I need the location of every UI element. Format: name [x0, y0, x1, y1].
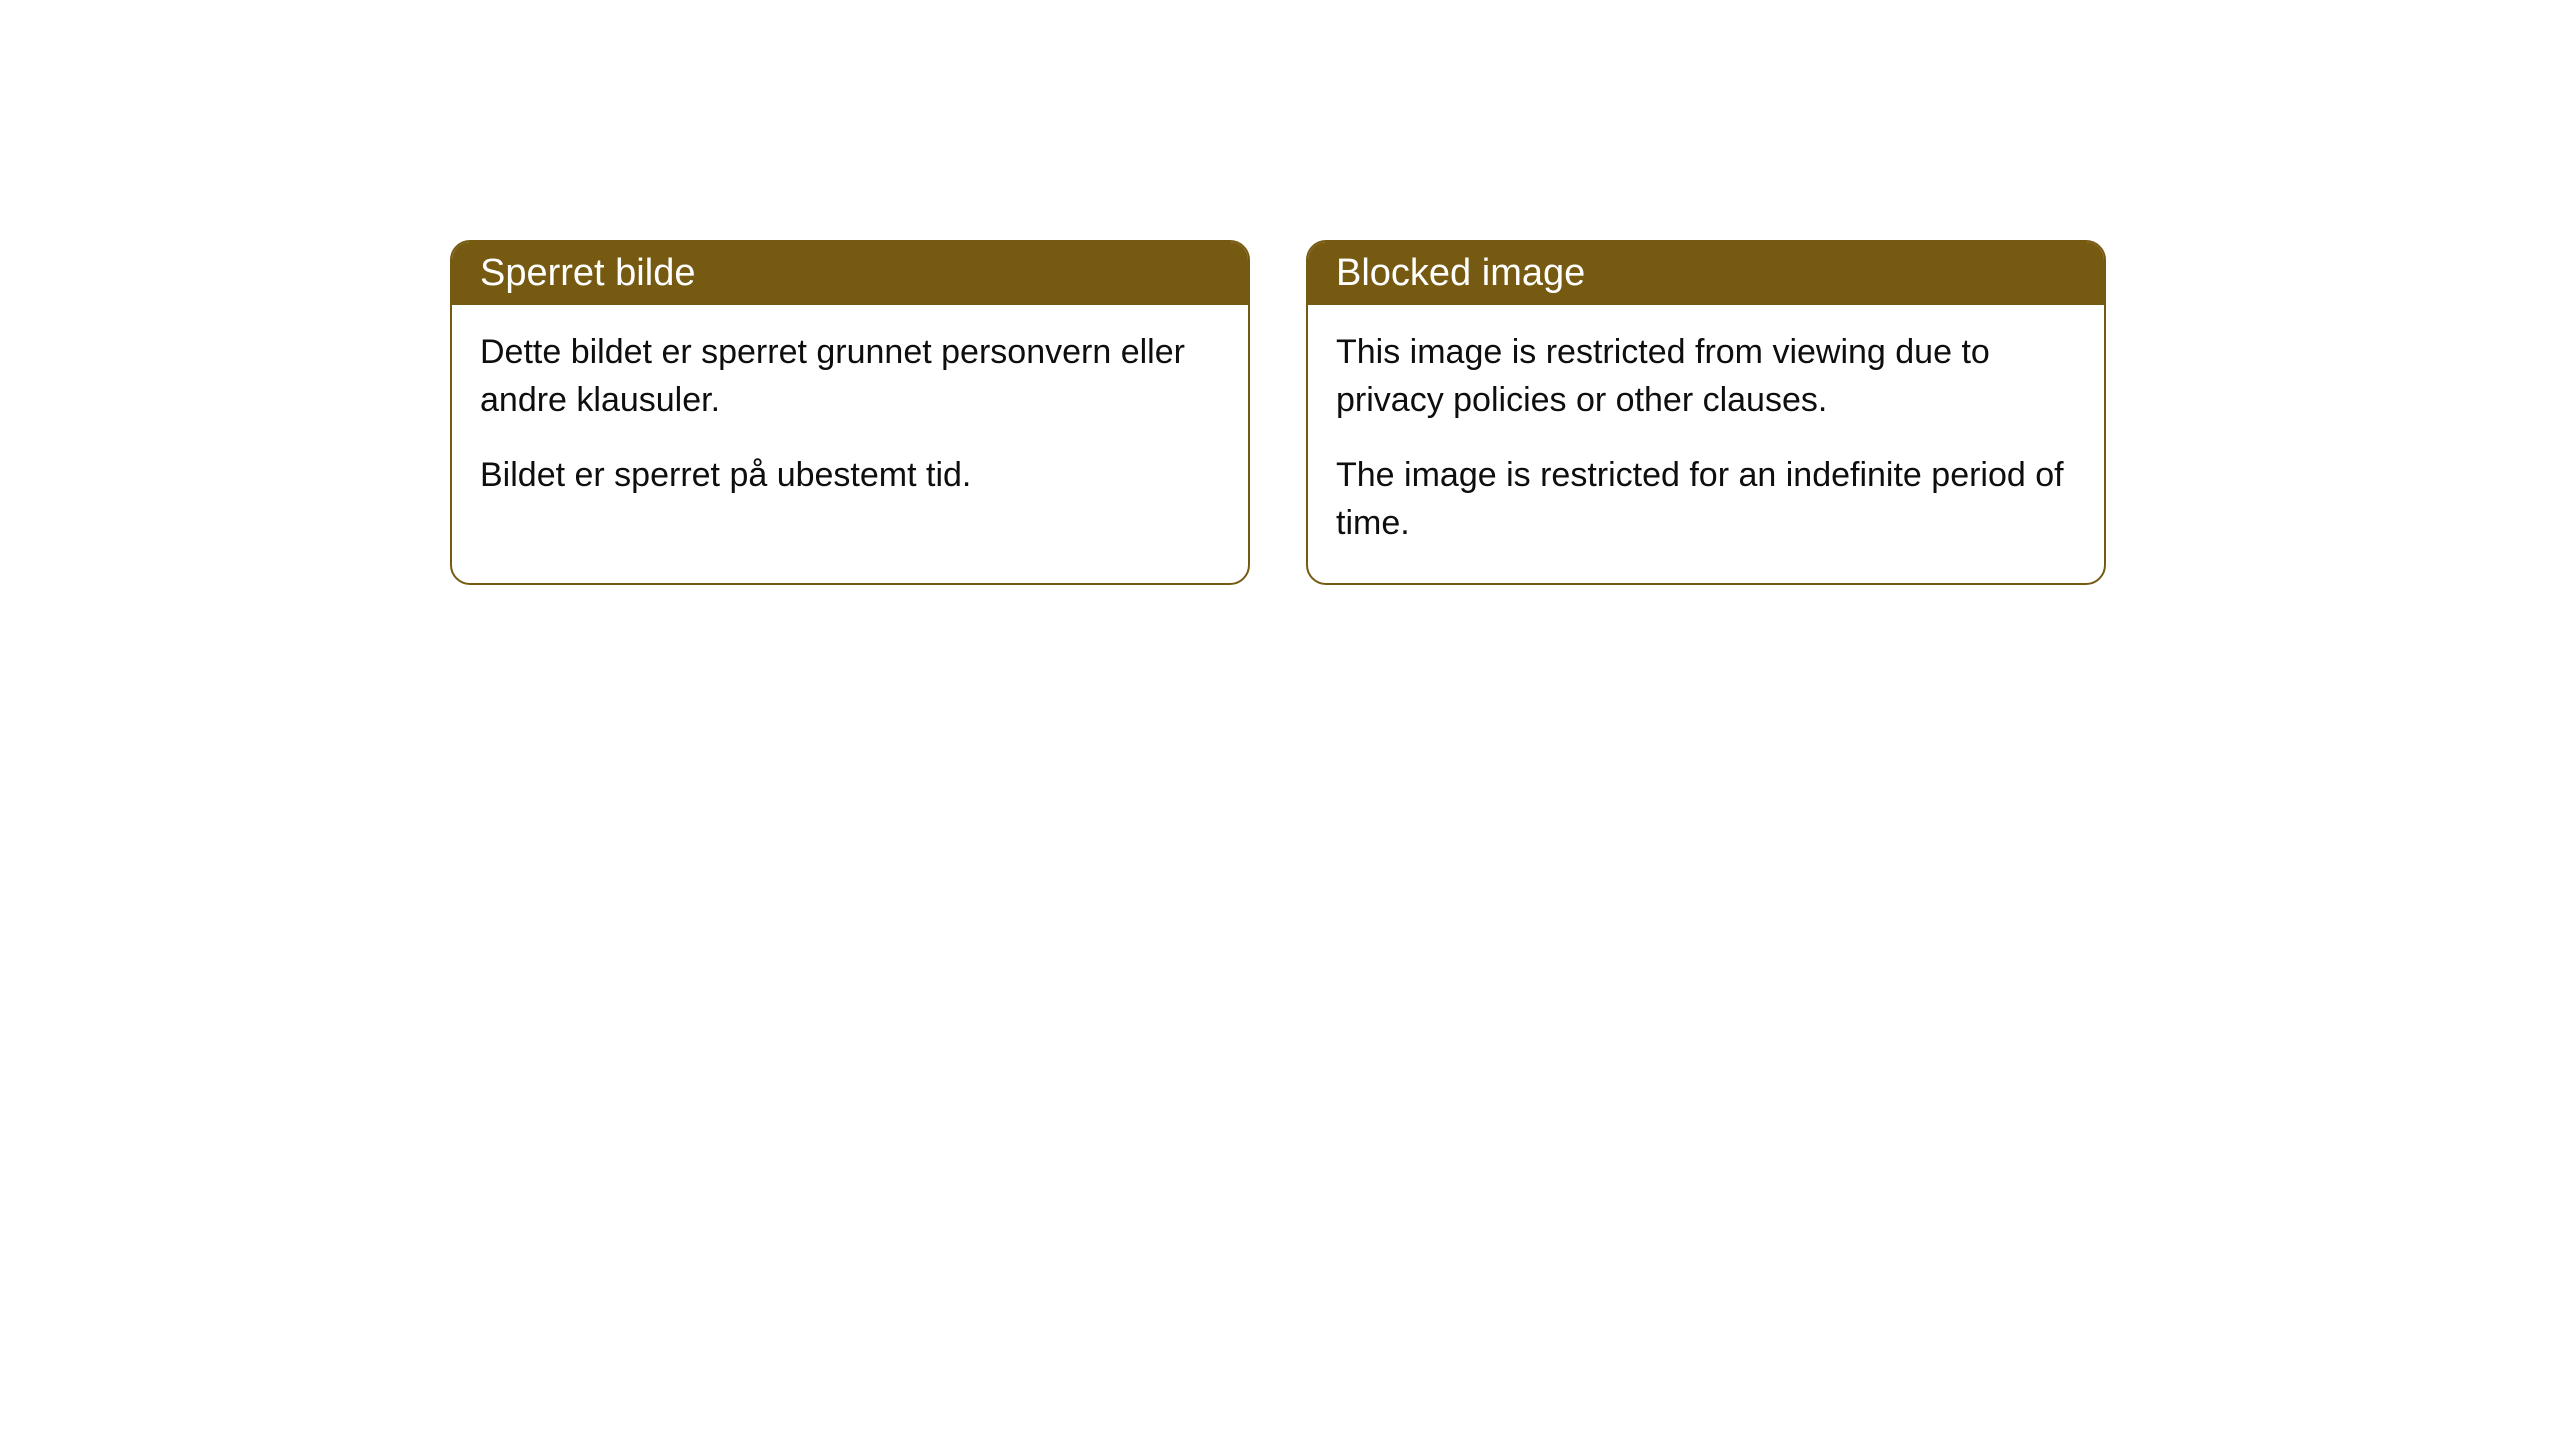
notice-paragraph: Dette bildet er sperret grunnet personve… [480, 329, 1220, 424]
notice-paragraph: Bildet er sperret på ubestemt tid. [480, 452, 1220, 500]
notice-card-norwegian: Sperret bilde Dette bildet er sperret gr… [450, 240, 1250, 585]
notice-body-english: This image is restricted from viewing du… [1308, 305, 2104, 583]
notice-cards-container: Sperret bilde Dette bildet er sperret gr… [450, 240, 2560, 585]
notice-card-english: Blocked image This image is restricted f… [1306, 240, 2106, 585]
notice-paragraph: The image is restricted for an indefinit… [1336, 452, 2076, 547]
notice-paragraph: This image is restricted from viewing du… [1336, 329, 2076, 424]
notice-body-norwegian: Dette bildet er sperret grunnet personve… [452, 305, 1248, 536]
notice-title-norwegian: Sperret bilde [452, 242, 1248, 305]
notice-title-english: Blocked image [1308, 242, 2104, 305]
